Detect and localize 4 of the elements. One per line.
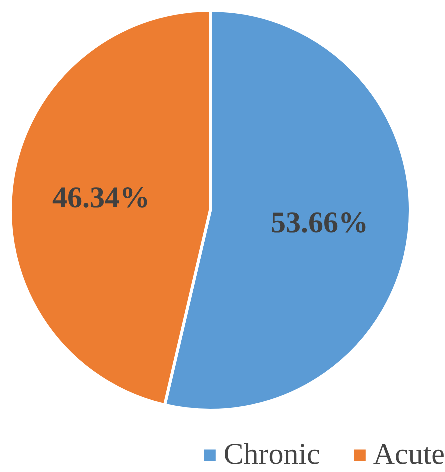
data-label: 46.34% [52, 181, 150, 214]
legend-label: Chronic [224, 438, 320, 472]
legend-label: Acute [373, 438, 445, 472]
data-label: 53.66% [271, 206, 369, 240]
